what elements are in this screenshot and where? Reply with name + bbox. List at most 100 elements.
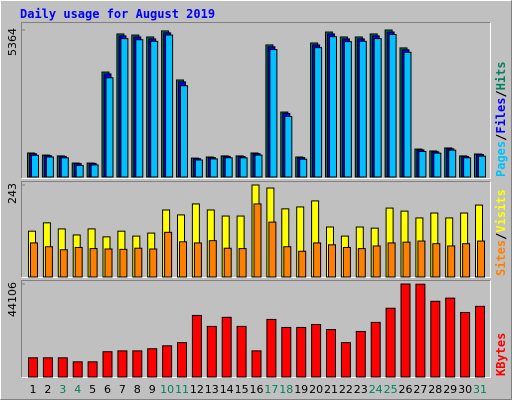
x-tick-label: 17 (264, 383, 278, 396)
bar (236, 325, 247, 378)
bar (298, 250, 307, 278)
x-tick-label: 5 (89, 383, 96, 396)
bar (388, 33, 397, 178)
x-tick-label: 31 (473, 383, 487, 396)
bar (326, 329, 336, 378)
x-tick-label: 29 (443, 383, 457, 396)
bar (445, 297, 456, 378)
x-tick-label: 12 (190, 383, 204, 396)
bar (340, 342, 351, 378)
bar (72, 361, 83, 378)
bar (402, 241, 411, 278)
bar (313, 242, 322, 278)
bar (104, 248, 113, 278)
bar (400, 283, 411, 378)
x-tick-label: 30 (458, 383, 472, 396)
legend-entry: Files (494, 98, 508, 134)
bar (462, 243, 471, 278)
bar (74, 246, 83, 278)
bar (28, 357, 38, 378)
x-tick-label: 23 (354, 383, 368, 396)
x-tick-label: 4 (74, 383, 81, 396)
bar (475, 305, 485, 378)
bar (134, 247, 143, 278)
bar (42, 357, 53, 378)
bar (60, 157, 69, 178)
x-tick-label: 24 (369, 383, 383, 396)
bar (102, 351, 113, 378)
x-tick-label: 15 (235, 383, 249, 396)
bar (403, 51, 412, 178)
bar (284, 115, 293, 178)
bar (417, 240, 426, 278)
legend-entry: Hits (494, 61, 508, 90)
x-tick-label: 2 (44, 383, 51, 396)
bar (268, 221, 277, 278)
bar (31, 154, 39, 178)
bar (328, 244, 336, 278)
x-tick-label: 6 (104, 383, 111, 396)
bar (44, 246, 53, 278)
legend-entry: Pages (494, 141, 508, 177)
x-tick-label: 16 (250, 383, 264, 396)
bevel (21, 22, 491, 179)
bar (162, 345, 173, 378)
bar (208, 240, 217, 278)
bar (314, 47, 323, 178)
bar (463, 157, 472, 178)
bar (460, 311, 471, 378)
legend-entry: Sites (494, 240, 508, 276)
bar (342, 246, 351, 278)
bar (254, 154, 263, 178)
x-tick-label: 18 (279, 383, 293, 396)
legend: Sites/Visits (494, 189, 508, 276)
bar (223, 247, 232, 278)
bar (30, 242, 38, 278)
bar (281, 326, 292, 378)
bar (191, 314, 202, 378)
x-tick-label: 28 (428, 383, 442, 396)
bar (45, 156, 54, 178)
x-tick-label: 11 (175, 383, 189, 396)
y-tick-label: 243 (6, 183, 19, 204)
bar (296, 326, 307, 378)
bar (269, 49, 278, 178)
bar (179, 241, 187, 278)
bar (372, 245, 381, 278)
x-tick-label: 26 (399, 383, 413, 396)
x-tick-label: 8 (134, 383, 141, 396)
bar (447, 245, 456, 278)
bar (90, 164, 99, 178)
bar (358, 40, 367, 178)
bar (120, 38, 129, 178)
x-tick-label: 20 (309, 383, 323, 396)
legend-entry: KBytes (494, 333, 508, 376)
bar (89, 248, 98, 278)
bar (415, 283, 426, 378)
bar (224, 157, 233, 178)
x-tick-label: 27 (413, 383, 427, 396)
bar (433, 152, 442, 178)
legend: Pages/Files/Hits (494, 61, 508, 177)
bar (239, 157, 248, 178)
bar (147, 348, 158, 378)
bar (132, 350, 143, 378)
bar (194, 159, 203, 178)
bar (238, 248, 247, 278)
bar (165, 34, 174, 178)
bar (135, 39, 144, 178)
bar (355, 330, 366, 378)
x-tick-label: 7 (119, 383, 126, 396)
bar (117, 350, 128, 378)
legend-separator: / (494, 233, 508, 240)
bevel (21, 181, 491, 278)
bar (430, 300, 441, 378)
x-tick-label: 9 (149, 383, 156, 396)
bar (119, 248, 128, 278)
legend: KBytes (494, 333, 508, 376)
bevel (21, 280, 491, 378)
bar (283, 246, 292, 278)
bar (150, 40, 159, 178)
bar (418, 151, 427, 178)
bar (105, 77, 114, 178)
